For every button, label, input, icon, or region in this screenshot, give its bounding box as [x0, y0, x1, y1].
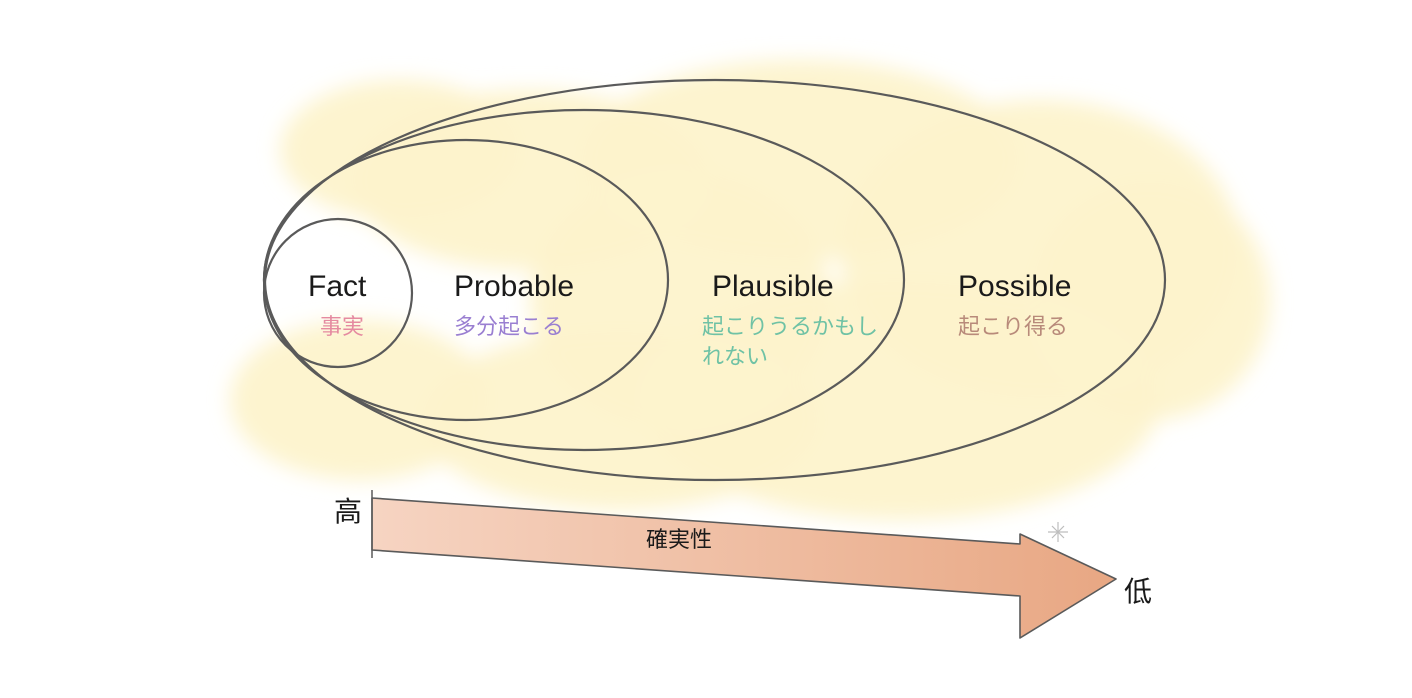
fact-label-jp: 事実 — [320, 312, 364, 342]
axis-title: 確実性 — [646, 522, 712, 554]
probable-label-en: Probable — [454, 270, 574, 304]
sparkle-icon — [1048, 522, 1068, 542]
possible-label-jp: 起こり得る — [958, 312, 1068, 342]
plausible-label-jp: 起こりうるかもしれない — [702, 312, 882, 371]
plausible-label-en: Plausible — [712, 270, 834, 304]
probable-label-jp: 多分起こる — [454, 312, 564, 342]
axis-low-label: 低 — [1124, 570, 1152, 610]
possible-label-en: Possible — [958, 270, 1071, 304]
axis-high-label: 高 — [334, 490, 362, 530]
diagram-stage: Fact 事実 Probable 多分起こる Plausible 起こりうるかもしれない P… — [0, 0, 1412, 698]
fact-label-en: Fact — [308, 270, 366, 304]
